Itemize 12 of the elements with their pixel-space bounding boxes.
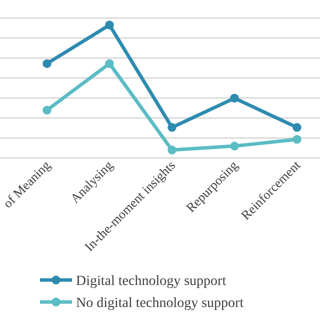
point: [168, 146, 176, 154]
point: [230, 94, 239, 103]
point: [42, 106, 52, 114]
point: [105, 59, 114, 68]
point: [42, 59, 52, 68]
point: [292, 123, 302, 132]
legend-label: Digital technology support: [76, 274, 226, 289]
point: [105, 20, 114, 30]
point: [230, 142, 239, 150]
point: [168, 123, 176, 132]
legend-label: No digital technology support: [76, 296, 244, 311]
point: [292, 135, 302, 144]
